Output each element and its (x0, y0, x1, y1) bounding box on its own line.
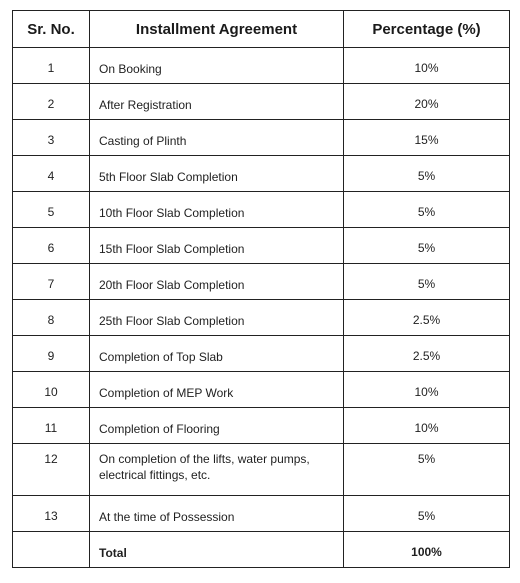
cell-agreement: 25th Floor Slab Completion (89, 299, 344, 336)
cell-percentage: 5% (343, 155, 510, 192)
total-row: Total 100% (12, 531, 510, 568)
cell-percentage: 10% (343, 47, 510, 84)
table-row: 5 10th Floor Slab Completion 5% (12, 191, 510, 228)
header-percentage: Percentage (%) (343, 10, 510, 48)
cell-percentage: 5% (343, 495, 510, 532)
cell-agreement: On completion of the lifts, water pumps,… (89, 443, 344, 496)
table-row: 8 25th Floor Slab Completion 2.5% (12, 299, 510, 336)
table-row: 11 Completion of Flooring 10% (12, 407, 510, 444)
installment-table-container: Sr. No. Installment Agreement Percentage… (12, 10, 510, 568)
installment-table: Sr. No. Installment Agreement Percentage… (12, 10, 510, 568)
cell-agreement: On Booking (89, 47, 344, 84)
table-row: 1 On Booking 10% (12, 47, 510, 84)
cell-agreement: 20th Floor Slab Completion (89, 263, 344, 300)
total-percentage: 100% (343, 531, 510, 568)
cell-sr-no: 11 (12, 407, 90, 444)
cell-sr-no: 4 (12, 155, 90, 192)
cell-sr-no: 13 (12, 495, 90, 532)
cell-percentage: 5% (343, 191, 510, 228)
cell-percentage: 5% (343, 443, 510, 496)
cell-agreement: Completion of Top Slab (89, 335, 344, 372)
cell-percentage: 5% (343, 263, 510, 300)
cell-sr-no: 7 (12, 263, 90, 300)
cell-agreement: Completion of Flooring (89, 407, 344, 444)
cell-agreement: 10th Floor Slab Completion (89, 191, 344, 228)
table-row: 6 15th Floor Slab Completion 5% (12, 227, 510, 264)
cell-agreement: After Registration (89, 83, 344, 120)
table-row: 13 At the time of Possession 5% (12, 495, 510, 532)
cell-agreement: 15th Floor Slab Completion (89, 227, 344, 264)
cell-sr-no: 1 (12, 47, 90, 84)
table-row: 4 5th Floor Slab Completion 5% (12, 155, 510, 192)
cell-sr-no: 5 (12, 191, 90, 228)
cell-percentage: 15% (343, 119, 510, 156)
cell-sr-no: 2 (12, 83, 90, 120)
table-row: 7 20th Floor Slab Completion 5% (12, 263, 510, 300)
cell-percentage: 10% (343, 407, 510, 444)
cell-percentage: 5% (343, 227, 510, 264)
cell-sr-no: 8 (12, 299, 90, 336)
cell-percentage: 20% (343, 83, 510, 120)
cell-percentage: 2.5% (343, 299, 510, 336)
cell-agreement: Completion of MEP Work (89, 371, 344, 408)
table-row: 3 Casting of Plinth 15% (12, 119, 510, 156)
cell-sr-no: 12 (12, 443, 90, 496)
header-installment-agreement: Installment Agreement (89, 10, 344, 48)
table-row: 10 Completion of MEP Work 10% (12, 371, 510, 408)
cell-sr-no: 9 (12, 335, 90, 372)
header-sr-no: Sr. No. (12, 10, 90, 48)
cell-sr-no-empty (12, 531, 90, 568)
cell-percentage: 10% (343, 371, 510, 408)
cell-percentage: 2.5% (343, 335, 510, 372)
cell-sr-no: 10 (12, 371, 90, 408)
cell-sr-no: 6 (12, 227, 90, 264)
cell-agreement: Casting of Plinth (89, 119, 344, 156)
table-row: 9 Completion of Top Slab 2.5% (12, 335, 510, 372)
total-label: Total (89, 531, 344, 568)
cell-agreement: 5th Floor Slab Completion (89, 155, 344, 192)
cell-sr-no: 3 (12, 119, 90, 156)
table-row: 12 On completion of the lifts, water pum… (12, 443, 510, 496)
cell-agreement: At the time of Possession (89, 495, 344, 532)
table-row: 2 After Registration 20% (12, 83, 510, 120)
header-row: Sr. No. Installment Agreement Percentage… (12, 10, 510, 48)
